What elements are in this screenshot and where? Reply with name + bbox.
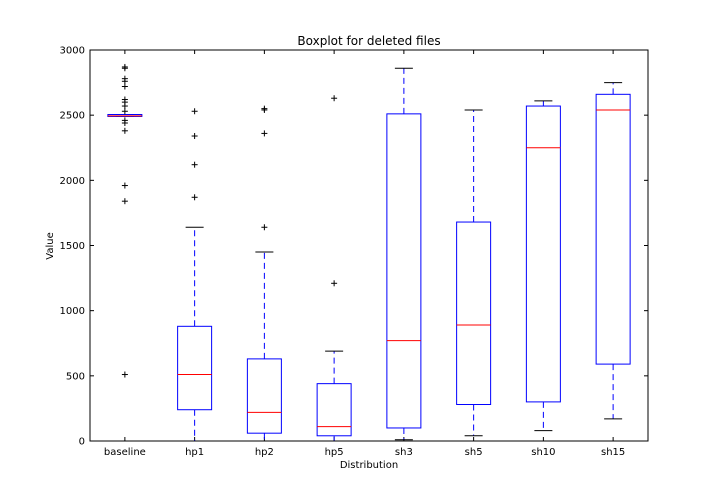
box-sh15 <box>595 82 631 420</box>
box-sh5 <box>456 109 492 437</box>
flier-point <box>121 119 128 126</box>
flier-point <box>191 194 198 201</box>
flier-point <box>261 224 268 231</box>
flier-point <box>121 83 128 90</box>
box-baseline <box>107 63 143 378</box>
flier-point <box>121 371 128 378</box>
box-hp2 <box>246 105 282 442</box>
x-axis: baseline hp1 hp2 hp5 sh3 sh5 sh10 sh15 <box>104 50 625 458</box>
box-iqr <box>246 358 282 434</box>
y-tick-label: 500 <box>66 371 85 382</box>
x-tick-label: hp1 <box>185 447 204 458</box>
boxes <box>107 63 631 442</box>
box-iqr <box>177 325 213 411</box>
y-tick-label: 1500 <box>60 241 85 252</box>
x-tick-label: sh3 <box>395 447 413 458</box>
y-tick-label: 2500 <box>60 111 85 122</box>
x-tick-label: sh5 <box>465 447 483 458</box>
plot-area <box>89 49 649 442</box>
y-tick-label: 0 <box>79 437 85 448</box>
flier-point <box>261 130 268 137</box>
box-iqr <box>595 93 631 365</box>
flier-point <box>191 133 198 140</box>
flier-point <box>121 198 128 205</box>
flier-point <box>191 108 198 115</box>
flier-point <box>331 95 338 102</box>
flier-point <box>121 65 128 72</box>
flier-point <box>121 182 128 189</box>
x-tick-label: hp2 <box>255 447 274 458</box>
flier-point <box>261 105 268 112</box>
box-hp5 <box>316 95 352 442</box>
flier-point <box>121 127 128 134</box>
flier-point <box>331 280 338 287</box>
x-tick-label: baseline <box>104 447 146 458</box>
y-tick-label: 1000 <box>60 306 85 317</box>
y-axis: 0 500 1000 1500 2000 2500 3000 <box>60 46 648 448</box>
box-sh10 <box>525 100 561 432</box>
flier-point <box>121 103 128 110</box>
y-tick-label: 2000 <box>60 176 85 187</box>
x-tick-label: sh10 <box>531 447 555 458</box>
box-iqr <box>456 221 492 406</box>
box-iqr <box>525 105 561 403</box>
flier-point <box>121 108 128 115</box>
x-tick-label: hp5 <box>325 447 344 458</box>
x-tick-label: sh15 <box>601 447 625 458</box>
flier-point <box>121 78 128 85</box>
y-tick-label: 3000 <box>60 46 85 57</box>
box-iqr <box>386 113 422 429</box>
x-axis-label: Distribution <box>340 460 398 471</box>
box-sh3 <box>386 67 422 441</box>
y-axis-label: Value <box>45 232 56 259</box>
chart-title: Boxplot for deleted files <box>297 34 440 48</box>
flier-point <box>191 161 198 168</box>
box-hp1 <box>177 108 213 442</box>
box-iqr <box>316 383 352 437</box>
